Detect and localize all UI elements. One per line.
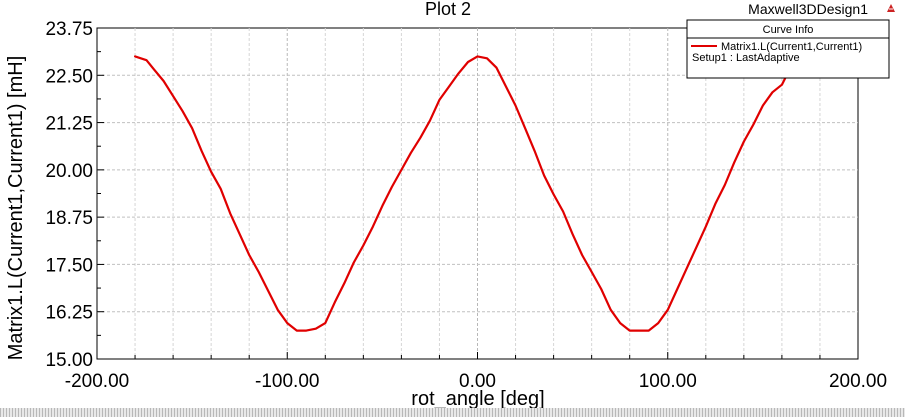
y-tick-label: 17.50 xyxy=(45,255,93,276)
y-tick-labels: 15.00 16.25 17.50 18.75 20.00 21.25 22.50 23.75 xyxy=(45,19,93,371)
y-tick-label: 21.25 xyxy=(45,114,93,135)
axis-ticks xyxy=(97,51,821,359)
chart-title: Plot 2 xyxy=(425,0,471,19)
y-tick-label: 22.50 xyxy=(45,66,93,87)
y-axis-label: Matrix1.L(Current1,Current1) [mH] xyxy=(5,56,27,361)
y-tick-label: 15.00 xyxy=(45,350,93,371)
legend-box[interactable]: Curve Info Matrix1.L(Current1,Current1) … xyxy=(686,19,890,79)
series-line xyxy=(134,53,803,332)
y-tick-label: 20.00 xyxy=(45,161,93,182)
legend-subtitle: Setup1 : LastAdaptive xyxy=(692,52,800,64)
y-tick-label: 18.75 xyxy=(45,208,93,229)
x-axis-label: rot_angle [deg] xyxy=(411,388,544,410)
grid-lines xyxy=(97,28,858,359)
x-tick-label: -100.00 xyxy=(255,371,319,392)
x-tick-label: 0.00 xyxy=(459,371,496,392)
x-tick-labels: -200.00 -100.00 0.00 100.00 200.00 xyxy=(65,371,887,392)
ansys-logo-icon xyxy=(887,4,895,12)
x-tick-label: 200.00 xyxy=(829,371,887,392)
legend-entry: Matrix1.L(Current1,Current1) xyxy=(721,41,862,53)
design-name: Maxwell3DDesign1 xyxy=(748,1,868,17)
x-tick-label: 100.00 xyxy=(639,371,697,392)
legend-title: Curve Info xyxy=(763,24,814,36)
y-tick-label: 16.25 xyxy=(45,303,93,324)
window-bottom-border xyxy=(0,408,905,417)
y-tick-label: 23.75 xyxy=(45,19,93,40)
x-tick-label: -200.00 xyxy=(65,371,129,392)
series-layer xyxy=(134,53,803,332)
